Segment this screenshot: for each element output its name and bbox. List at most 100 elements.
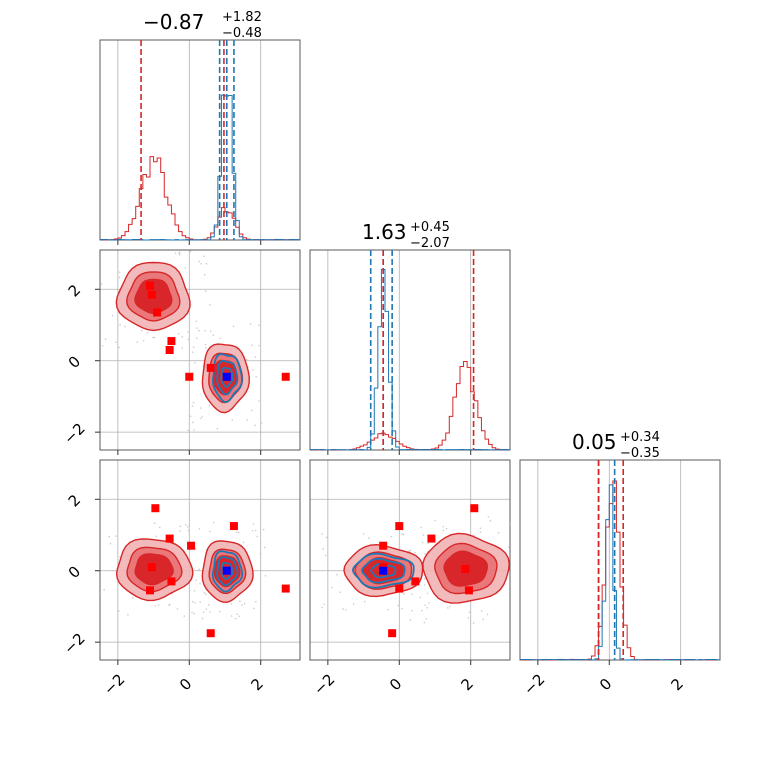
sample-point: [479, 527, 482, 530]
sample-point: [237, 531, 240, 534]
contour-panel-p2-vs-p1: −2 0 2: [309, 459, 511, 699]
sample-point: [414, 551, 416, 554]
sample-point: [258, 324, 260, 327]
contour-blue: [351, 552, 415, 589]
sample-point: [426, 592, 429, 595]
contour-blue: [361, 557, 406, 584]
sample-point: [203, 592, 206, 594]
sample-point: [445, 527, 448, 530]
sample-point: [426, 606, 428, 609]
title-p0-upper: +1.82: [222, 10, 262, 25]
marker-blue: [379, 566, 388, 575]
contour-blue: [220, 561, 234, 580]
sample-point: [401, 533, 404, 535]
sample-point: [363, 600, 366, 603]
sample-point: [209, 611, 211, 613]
sample-point: [146, 331, 149, 334]
marker-red: [187, 541, 196, 550]
sample-point: [434, 519, 437, 522]
sample-point: [239, 600, 241, 603]
sample-point: [497, 531, 500, 534]
title-p1-lower: −2.07: [410, 236, 450, 251]
marker-red: [153, 308, 162, 317]
sample-point: [199, 407, 202, 409]
sample-point: [322, 548, 325, 550]
sample-point: [236, 613, 238, 615]
sample-point: [187, 338, 190, 341]
sample-point: [352, 603, 355, 605]
sample-point: [424, 604, 426, 606]
sample-point: [201, 617, 204, 620]
sample-point: [264, 574, 267, 577]
sample-point: [136, 341, 139, 343]
sample-point: [423, 584, 426, 586]
sample-point: [124, 325, 126, 328]
marker-red: [395, 522, 404, 531]
sample-point: [411, 593, 413, 595]
sample-point: [108, 535, 110, 538]
marker-red: [379, 541, 388, 550]
marker-red: [146, 281, 154, 290]
sample-point: [242, 541, 245, 544]
sample-point: [424, 553, 426, 555]
sample-point: [411, 609, 413, 612]
sample-point: [421, 541, 424, 544]
sample-point: [198, 260, 200, 263]
tick-label-y: 2: [65, 491, 84, 510]
marker-blue: [222, 566, 231, 575]
marker-red: [427, 534, 436, 543]
sample-point: [205, 347, 207, 349]
sample-point: [192, 401, 195, 404]
sample-point: [200, 263, 202, 265]
tick-label-x: −2: [100, 670, 128, 698]
sample-point: [109, 542, 112, 545]
sample-point: [260, 422, 263, 424]
sample-point: [115, 341, 117, 344]
sample-point: [258, 344, 260, 347]
sample-point: [194, 361, 196, 364]
sample-point: [194, 601, 196, 604]
contour-panel-p1-vs-p0: −2 0 2: [60, 249, 301, 455]
marker-red: [167, 337, 176, 346]
sample-point: [187, 529, 190, 532]
tick-label-y: −2: [60, 629, 88, 657]
sample-point: [487, 515, 490, 518]
sample-point: [118, 276, 121, 279]
tick-label-x: 2: [247, 675, 266, 694]
sample-point: [118, 610, 120, 612]
title-p1: 1.63 +0.45 −2.07: [362, 220, 450, 251]
sample-point: [362, 533, 365, 535]
tick-label-y: 0: [65, 562, 84, 581]
sample-point: [508, 546, 510, 548]
sample-point: [155, 535, 158, 538]
sample-point: [176, 608, 179, 610]
sample-point: [183, 615, 186, 617]
sample-point: [467, 617, 470, 619]
histogram-blue: [309, 269, 511, 451]
contour-blue: [370, 563, 397, 579]
sample-point: [251, 344, 254, 347]
sample-point: [252, 523, 255, 525]
sample-point: [131, 597, 134, 599]
sample-point: [189, 250, 192, 253]
sample-point: [198, 329, 200, 332]
sample-point: [193, 612, 195, 615]
sample-point: [246, 418, 248, 421]
sample-point: [178, 251, 181, 253]
sample-point: [193, 589, 196, 592]
sample-point: [158, 526, 161, 529]
marker-red: [206, 629, 215, 638]
histogram-panel-p1: [309, 249, 511, 455]
sample-point: [243, 602, 246, 605]
sample-point: [205, 262, 208, 265]
marker-red: [411, 577, 420, 586]
sample-point: [179, 530, 181, 532]
sample-point: [202, 611, 205, 613]
tick-label-y: 0: [65, 352, 84, 371]
title-p2-lower: −0.35: [620, 446, 660, 461]
sample-point: [368, 537, 370, 540]
sample-point: [254, 529, 257, 532]
sample-point: [195, 320, 198, 323]
sample-point: [154, 605, 157, 607]
sample-point: [230, 603, 233, 605]
